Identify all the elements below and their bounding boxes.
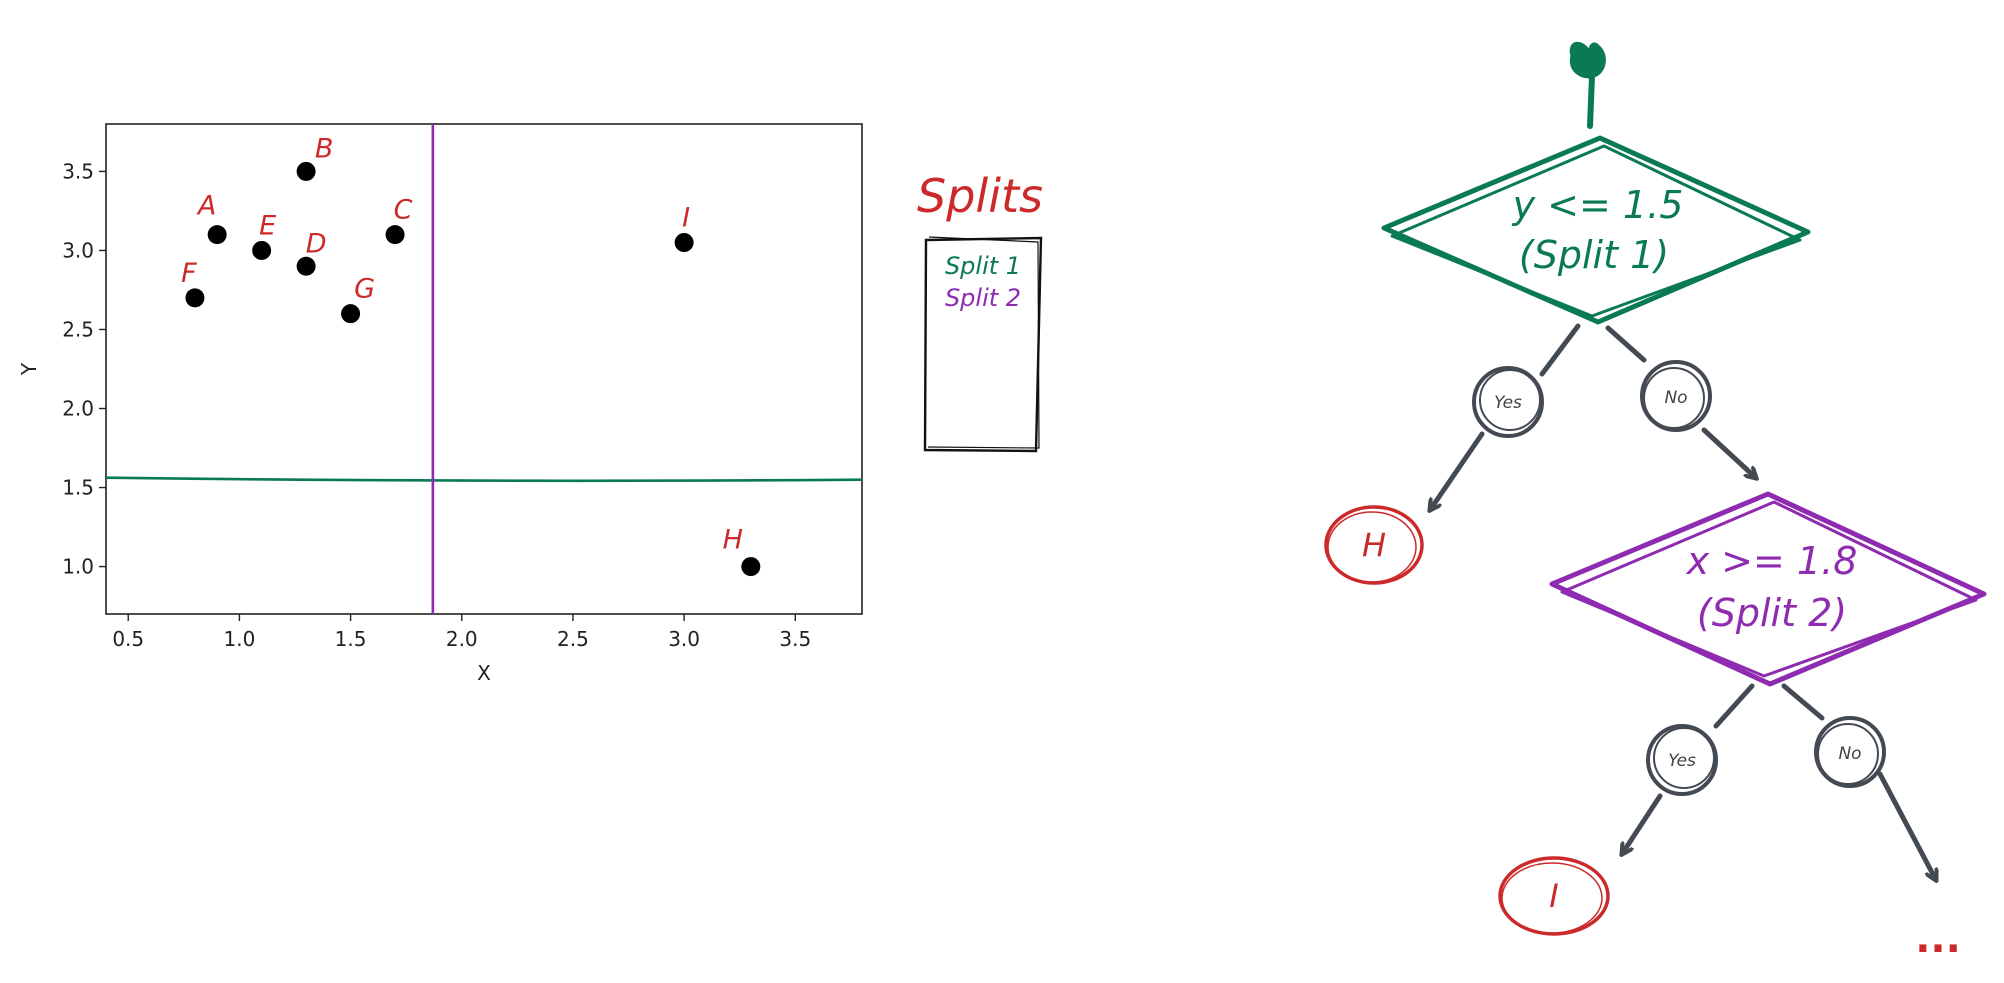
no-badge-2: No <box>1814 716 1886 788</box>
data-point-d <box>296 256 316 276</box>
split-2-condition: x >= 1.8 <box>1686 539 1858 583</box>
point-label-h: H <box>723 525 743 556</box>
data-point-c <box>385 225 405 245</box>
data-point-h <box>741 557 761 577</box>
leaf-h: H <box>1324 505 1424 585</box>
split-1-line <box>105 476 863 483</box>
y-ticks: 1.0 1.5 2.0 2.5 3.0 3.5 <box>62 159 106 579</box>
plot-frame <box>105 123 863 615</box>
point-label-e: E <box>259 210 276 241</box>
data-point-g <box>341 304 361 324</box>
yes-badge-1: Yes <box>1472 366 1544 438</box>
split-2-caption: (Split 2) <box>1697 591 1847 635</box>
legend-item-split-1: Split 1 <box>945 252 1021 280</box>
point-label-a: A <box>196 191 216 222</box>
y-tick-label: 2.0 <box>62 397 94 421</box>
legend-box <box>923 236 1043 453</box>
decision-tree: y <= 1.5 (Split 1) Yes No H x <box>1324 41 1987 962</box>
x-tick-label: 2.0 <box>446 627 478 651</box>
y-tick-label: 3.0 <box>62 238 94 262</box>
data-points: A B C DE F G H I <box>181 133 761 577</box>
root-pin <box>1569 41 1606 79</box>
x-tick-label: 2.5 <box>557 627 589 651</box>
leaf-i-label: I <box>1549 877 1558 915</box>
y-tick-label: 2.5 <box>62 317 94 341</box>
data-point-e <box>252 240 272 260</box>
x-tick-label: 1.5 <box>335 627 367 651</box>
point-label-g: G <box>354 274 375 305</box>
legend-title: Splits <box>917 169 1043 223</box>
y-tick-label: 3.5 <box>62 159 94 183</box>
x-ticks: 0.5 1.0 1.5 2.0 2.5 3.0 3.5 <box>112 614 811 651</box>
splits-legend: Splits Split 1 Split 2 <box>917 169 1043 453</box>
point-label-i: I <box>682 203 690 234</box>
x-tick-label: 3.5 <box>779 627 811 651</box>
leaf-i: I <box>1498 856 1610 936</box>
x-tick-label: 1.0 <box>224 627 256 651</box>
x-tick-label: 0.5 <box>112 627 144 651</box>
data-point-a <box>207 225 227 245</box>
yes-label-1: Yes <box>1494 393 1522 413</box>
scatter-chart: 0.5 1.0 1.5 2.0 2.5 3.0 3.5 1.0 1.5 2.0 2.5 3.0 3.5… <box>17 123 863 685</box>
no-badge-1: No <box>1640 360 1712 432</box>
point-label-f: F <box>181 258 197 289</box>
y-tick-label: 1.0 <box>62 555 94 579</box>
split-lines <box>105 124 863 614</box>
continuation-ellipsis: ... <box>1915 916 1961 962</box>
x-tick-label: 3.0 <box>668 627 700 651</box>
data-point-i <box>674 233 694 253</box>
data-point-b <box>296 161 316 181</box>
no-label-2: No <box>1838 744 1861 764</box>
y-axis-label: Y <box>17 362 41 376</box>
split-1-caption: (Split 1) <box>1519 233 1669 277</box>
y-tick-label: 1.5 <box>62 476 94 500</box>
yes-label-2: Yes <box>1668 751 1696 771</box>
data-point-f <box>185 288 205 308</box>
leaf-h-label: H <box>1362 526 1386 564</box>
x-axis-label: X <box>477 661 491 685</box>
split-1-node: y <= 1.5 (Split 1) <box>1381 135 1811 325</box>
point-label-c: C <box>394 195 413 226</box>
legend-item-split-2: Split 2 <box>945 284 1021 312</box>
split-1-condition: y <= 1.5 <box>1512 183 1684 227</box>
point-label-b: B <box>315 133 334 164</box>
yes-badge-2: Yes <box>1646 724 1718 796</box>
no-label-1: No <box>1664 388 1687 408</box>
point-label-d: D <box>306 228 327 259</box>
split-2-node: x >= 1.8 (Split 2) <box>1549 491 1987 687</box>
